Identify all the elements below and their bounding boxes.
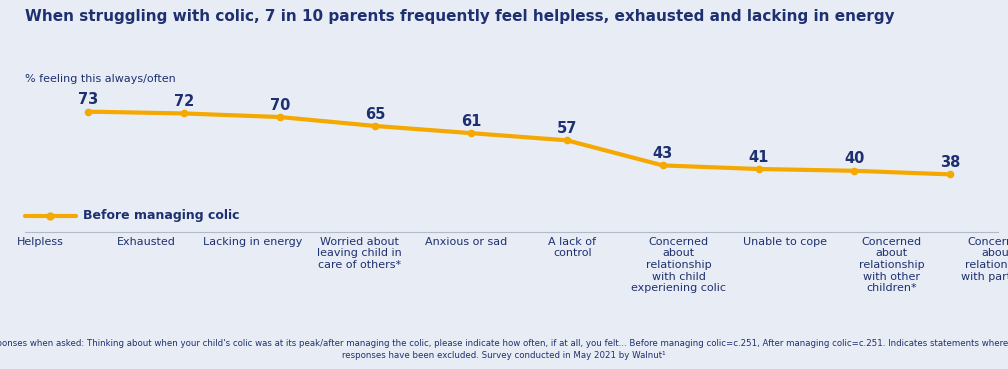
Text: Responses when asked: Thinking about when your child's colic was at its peak/aft: Responses when asked: Thinking about whe… (0, 339, 1008, 360)
Text: 41: 41 (748, 149, 769, 165)
Text: % feeling this always/often: % feeling this always/often (25, 74, 176, 84)
Text: Concerned
about
relationship
with partner*: Concerned about relationship with partne… (961, 237, 1008, 282)
Text: 57: 57 (556, 121, 578, 136)
Text: 43: 43 (652, 146, 673, 161)
Text: 73: 73 (78, 92, 99, 107)
Text: 61: 61 (461, 114, 482, 129)
Text: 72: 72 (173, 94, 195, 109)
Text: Before managing colic: Before managing colic (83, 209, 239, 223)
Text: Unable to cope: Unable to cope (743, 237, 828, 247)
Text: Concerned
about
relationship
with other
children*: Concerned about relationship with other … (859, 237, 924, 293)
Text: Lacking in energy: Lacking in energy (204, 237, 302, 247)
Text: 38: 38 (939, 155, 961, 170)
Text: When struggling with colic, 7 in 10 parents frequently feel helpless, exhausted : When struggling with colic, 7 in 10 pare… (25, 9, 895, 24)
Text: A lack of
control: A lack of control (548, 237, 597, 259)
Text: Exhausted: Exhausted (117, 237, 176, 247)
Text: 65: 65 (365, 107, 386, 121)
Text: Anxious or sad: Anxious or sad (424, 237, 507, 247)
Text: 70: 70 (269, 97, 290, 113)
Text: Concerned
about
relationship
with child
experiening colic: Concerned about relationship with child … (631, 237, 726, 293)
Text: Worried about
leaving child in
care of others*: Worried about leaving child in care of o… (318, 237, 402, 270)
Text: 40: 40 (844, 151, 865, 166)
Text: Helpless: Helpless (17, 237, 64, 247)
